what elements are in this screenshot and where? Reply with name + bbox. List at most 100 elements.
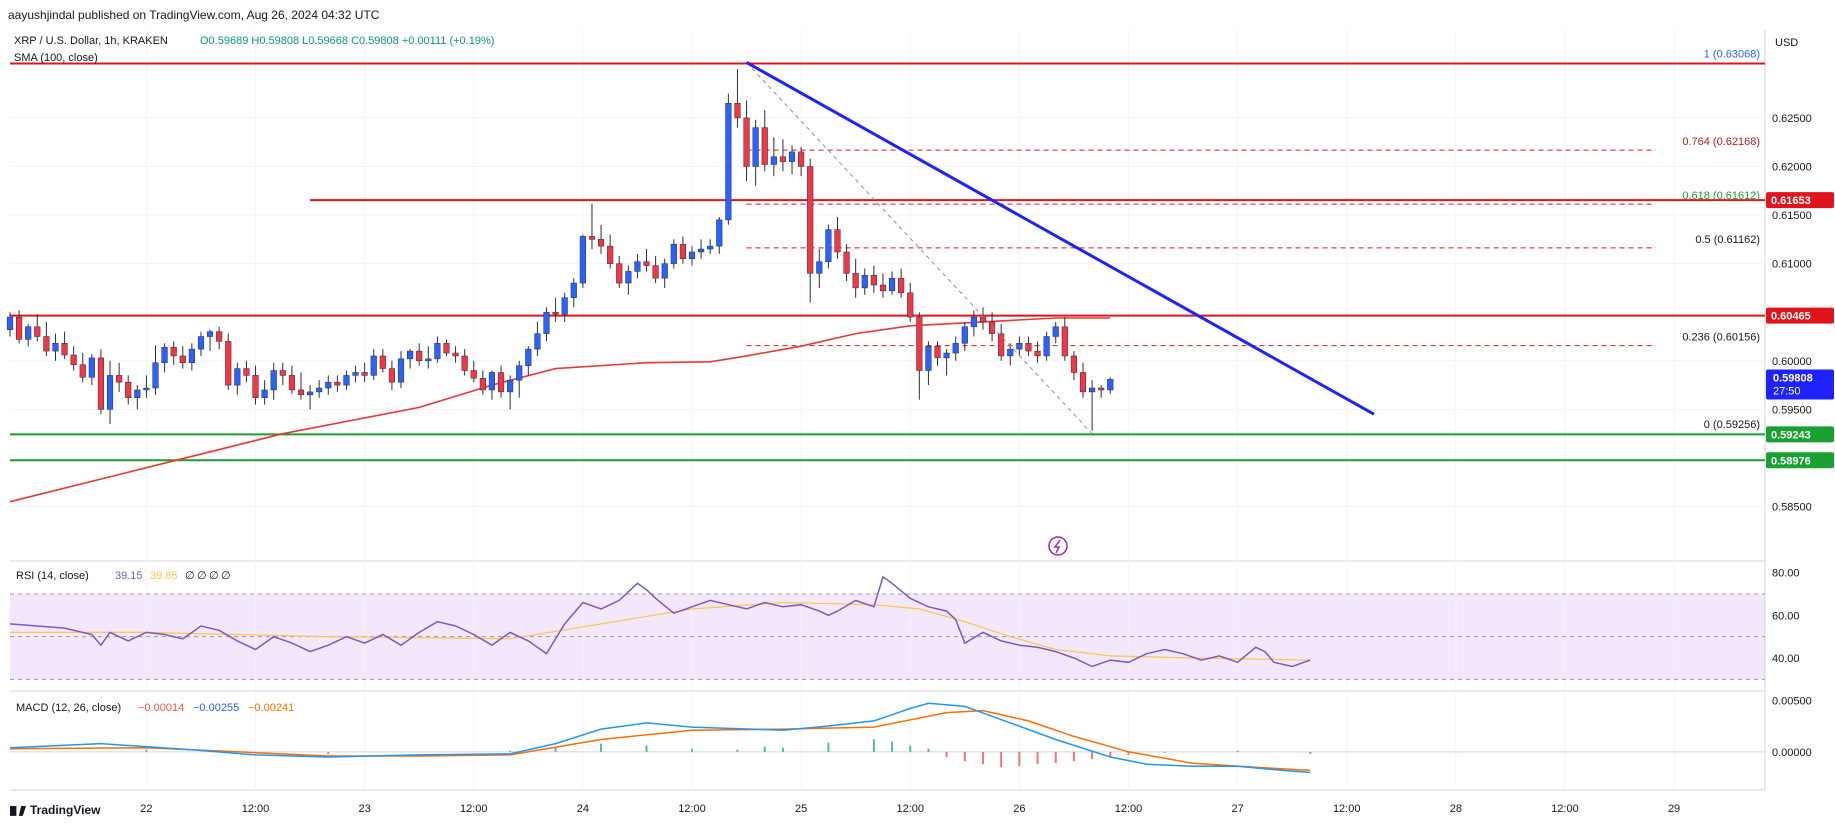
fib-level-label: 0.5 (0.61162) xyxy=(1695,234,1760,246)
candle-body xyxy=(288,375,295,391)
candle xyxy=(343,370,350,390)
candle xyxy=(1007,343,1014,366)
rsi-value: ∅ xyxy=(221,570,231,582)
candle xyxy=(170,341,177,365)
lightning-icon xyxy=(1048,536,1068,556)
candle-body xyxy=(1070,355,1077,373)
currency-label[interactable]: USD xyxy=(1775,37,1799,49)
candle xyxy=(16,310,23,344)
candle-body xyxy=(25,326,32,340)
candle-body xyxy=(307,391,314,396)
fib-level-label: 0.764 (0.62168) xyxy=(1682,136,1760,148)
candle xyxy=(1043,331,1050,361)
macd-tick-label: 0.00000 xyxy=(1772,747,1812,759)
x-tick-label: 29 xyxy=(1668,803,1680,815)
candle-body xyxy=(979,316,987,323)
candle xyxy=(279,362,286,386)
candle xyxy=(698,239,705,259)
level-price-label: 0.59243 xyxy=(1771,429,1811,441)
candle-body xyxy=(297,389,305,396)
level-price-tag xyxy=(1766,452,1834,469)
candle-body xyxy=(525,348,532,366)
candle-body xyxy=(816,261,823,274)
candle xyxy=(761,110,768,172)
candle xyxy=(852,258,859,298)
candle xyxy=(316,380,323,398)
rsi-value: 39.85 xyxy=(150,570,178,582)
candle xyxy=(416,343,423,366)
candle-body xyxy=(643,261,650,266)
tv-logo-icon xyxy=(10,805,26,816)
candle-body xyxy=(161,346,168,363)
candle-body xyxy=(206,331,214,337)
candle-body xyxy=(52,343,59,352)
candle-body xyxy=(861,275,868,289)
candle-body xyxy=(843,251,850,274)
macd-histogram-bar xyxy=(909,745,912,752)
candle xyxy=(361,362,368,383)
candle xyxy=(834,216,841,259)
candle-body xyxy=(370,355,377,376)
candle xyxy=(452,346,459,363)
x-tick-label: 24 xyxy=(577,803,589,815)
candle-body xyxy=(898,277,905,294)
candle xyxy=(52,333,59,361)
candle xyxy=(25,323,32,347)
publisher-line: aayushjindal published on TradingView.co… xyxy=(8,8,380,22)
candle xyxy=(679,236,686,264)
x-tick-label: 28 xyxy=(1450,803,1462,815)
macd-histogram-bar xyxy=(1072,751,1075,762)
candle-body xyxy=(179,355,186,363)
candle xyxy=(297,372,305,400)
candle xyxy=(370,349,377,381)
candle-body xyxy=(379,355,386,369)
candle xyxy=(1016,336,1023,356)
candle xyxy=(379,349,386,373)
macd-histogram-bar xyxy=(645,745,648,752)
candle xyxy=(643,249,650,272)
candle-body xyxy=(343,375,350,386)
macd-histogram-bar xyxy=(327,751,330,754)
candle xyxy=(588,203,596,250)
candle-body xyxy=(698,248,705,253)
candle-body xyxy=(734,103,741,119)
candle-body xyxy=(243,368,250,376)
x-tick-label: 12:00 xyxy=(678,803,706,815)
candle xyxy=(179,346,186,369)
fib-level-label: 0.236 (0.60156) xyxy=(1682,332,1760,344)
candle-body xyxy=(679,243,686,260)
candle-body xyxy=(625,271,632,284)
candle xyxy=(807,158,814,303)
candle-countdown: 27:50 xyxy=(1773,385,1801,397)
candle xyxy=(134,385,141,410)
candle xyxy=(970,310,977,337)
macd-histogram-bar xyxy=(554,746,557,752)
candle xyxy=(461,349,468,376)
candle-body xyxy=(916,316,923,371)
candle xyxy=(325,375,332,395)
candle-body xyxy=(725,103,732,221)
candle-body xyxy=(1016,343,1023,350)
candle-body xyxy=(397,358,405,383)
symbol-title[interactable]: XRP / U.S. Dollar, 1h, KRAKEN xyxy=(14,35,168,47)
candle xyxy=(716,216,723,254)
candle xyxy=(734,69,741,128)
candle-body xyxy=(197,336,205,350)
candle-body xyxy=(688,251,696,260)
candle xyxy=(543,307,550,342)
rsi-value: ∅ xyxy=(197,570,207,582)
candle xyxy=(216,326,223,350)
candle-body xyxy=(325,381,332,389)
candle xyxy=(61,331,68,359)
candle xyxy=(488,370,496,400)
candle xyxy=(479,370,486,395)
candle-body xyxy=(443,343,450,354)
candle xyxy=(425,346,432,369)
candle-body xyxy=(516,365,523,381)
macd-histogram-bar xyxy=(1309,751,1312,754)
macd-value: −0.00241 xyxy=(248,702,294,714)
rsi-tick-label: 80.00 xyxy=(1772,568,1800,580)
candle-body xyxy=(416,350,423,362)
candle-body xyxy=(261,389,268,398)
